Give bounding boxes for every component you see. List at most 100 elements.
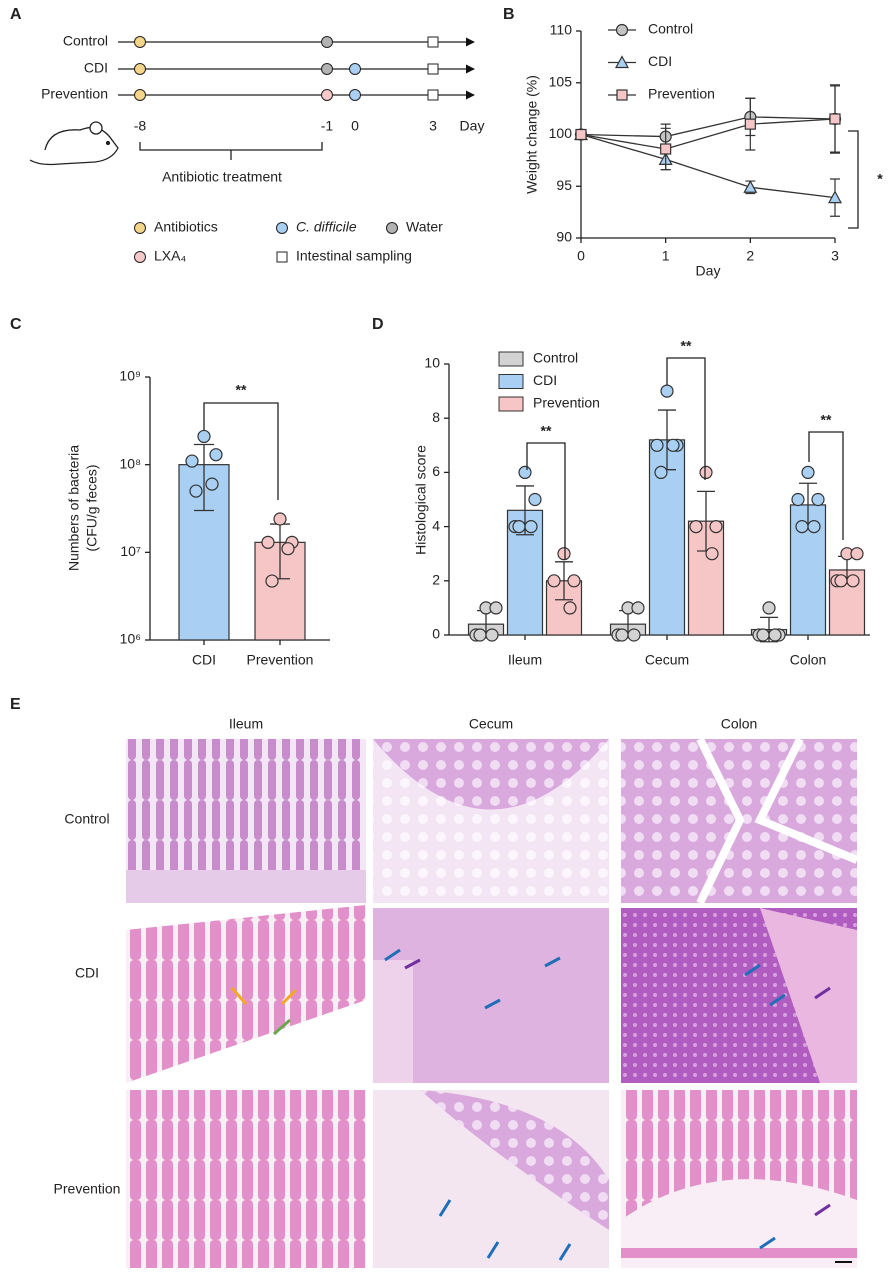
label: Prevention [533,395,600,411]
label: 2 [432,572,440,588]
label: C. difficile [296,219,357,235]
label: 10 [424,355,440,371]
data-point [631,601,645,615]
legend-symbol [276,251,288,263]
label: CDI [648,53,672,69]
significance-bracket [808,431,844,540]
data-point [265,574,279,588]
label: Weight change (%) [524,75,540,194]
image-layer [621,1179,857,1268]
label: ** [821,412,832,428]
legend-symbol [427,36,439,48]
legend-symbol [134,222,146,234]
legend-marker [616,89,628,101]
label: 90 [556,229,572,245]
significance-bracket [526,442,566,560]
data-point [547,574,561,588]
label: Numbers of bacteria [66,445,82,571]
data-point [801,465,815,479]
label: 105 [549,73,573,89]
data-point [189,484,203,498]
label: 0 [432,626,440,642]
label: ** [236,382,247,398]
label: -1 [321,118,334,134]
data-point [709,519,723,534]
marker [743,180,758,193]
data-point [273,512,287,526]
marker [744,118,756,130]
data-point [811,492,825,507]
image-layer [696,737,859,905]
line [580,118,836,150]
label: 2 [746,248,754,264]
data-point [705,547,719,561]
data-point [512,519,526,534]
label: 0 [577,248,585,264]
data-point [557,547,571,561]
data-point [209,448,223,462]
label: 8 [432,409,440,425]
legend-symbol [427,63,439,75]
marker [575,128,587,141]
legend-symbol [134,36,146,48]
label: Colon [790,652,827,668]
label: E [10,696,21,713]
label: Intestinal sampling [296,248,412,264]
label: Ileum [229,716,263,732]
legend-symbol [321,89,333,101]
label: CDI [533,372,557,388]
data-point [281,542,295,556]
significance-bracket [848,130,859,229]
label: CDI [192,652,216,668]
image-layer [126,870,366,903]
label: Control [533,350,578,366]
label: CDI [75,965,99,981]
label: Water [406,219,443,235]
legend-marker [614,55,630,69]
data-point [768,628,782,642]
data-point [567,574,581,588]
label: 10⁸ [120,455,142,471]
legend-symbol [321,36,333,48]
label: Prevention [41,86,108,102]
label: 110 [550,22,573,38]
legend-symbol [321,63,333,75]
label: 10⁶ [120,631,141,647]
data-point [689,519,703,534]
data-point [528,492,542,507]
data-point [834,574,848,588]
significance-bracket [203,402,279,500]
data-point [850,547,864,561]
label: D [372,316,384,333]
arrows [230,948,831,1261]
label: Day [696,263,721,279]
data-point [795,519,809,534]
legend-symbol [276,222,288,234]
data-point [473,628,487,642]
legend-symbol [134,89,146,101]
legend-swatch [498,351,524,367]
label: Prevention [648,86,715,102]
legend-symbol [349,63,361,75]
bracket [139,142,323,160]
label: ** [681,338,692,354]
data-point [185,454,199,468]
label: A [10,6,22,23]
label: Control [64,811,109,827]
legend-symbol [386,222,398,234]
label: Antibiotics [154,219,218,235]
label: Cecum [645,652,689,668]
label: LXA₄ [154,248,186,264]
data-point [197,429,211,444]
label: 0 [351,118,359,134]
data-point [518,465,532,479]
significance-bracket [666,357,706,480]
line [580,116,836,138]
data-point [666,438,680,452]
label: 100 [549,125,573,141]
label: C [10,316,22,333]
image-layer [420,1090,609,1230]
label: Cecum [469,716,513,732]
label: Antibiotic treatment [162,169,282,185]
